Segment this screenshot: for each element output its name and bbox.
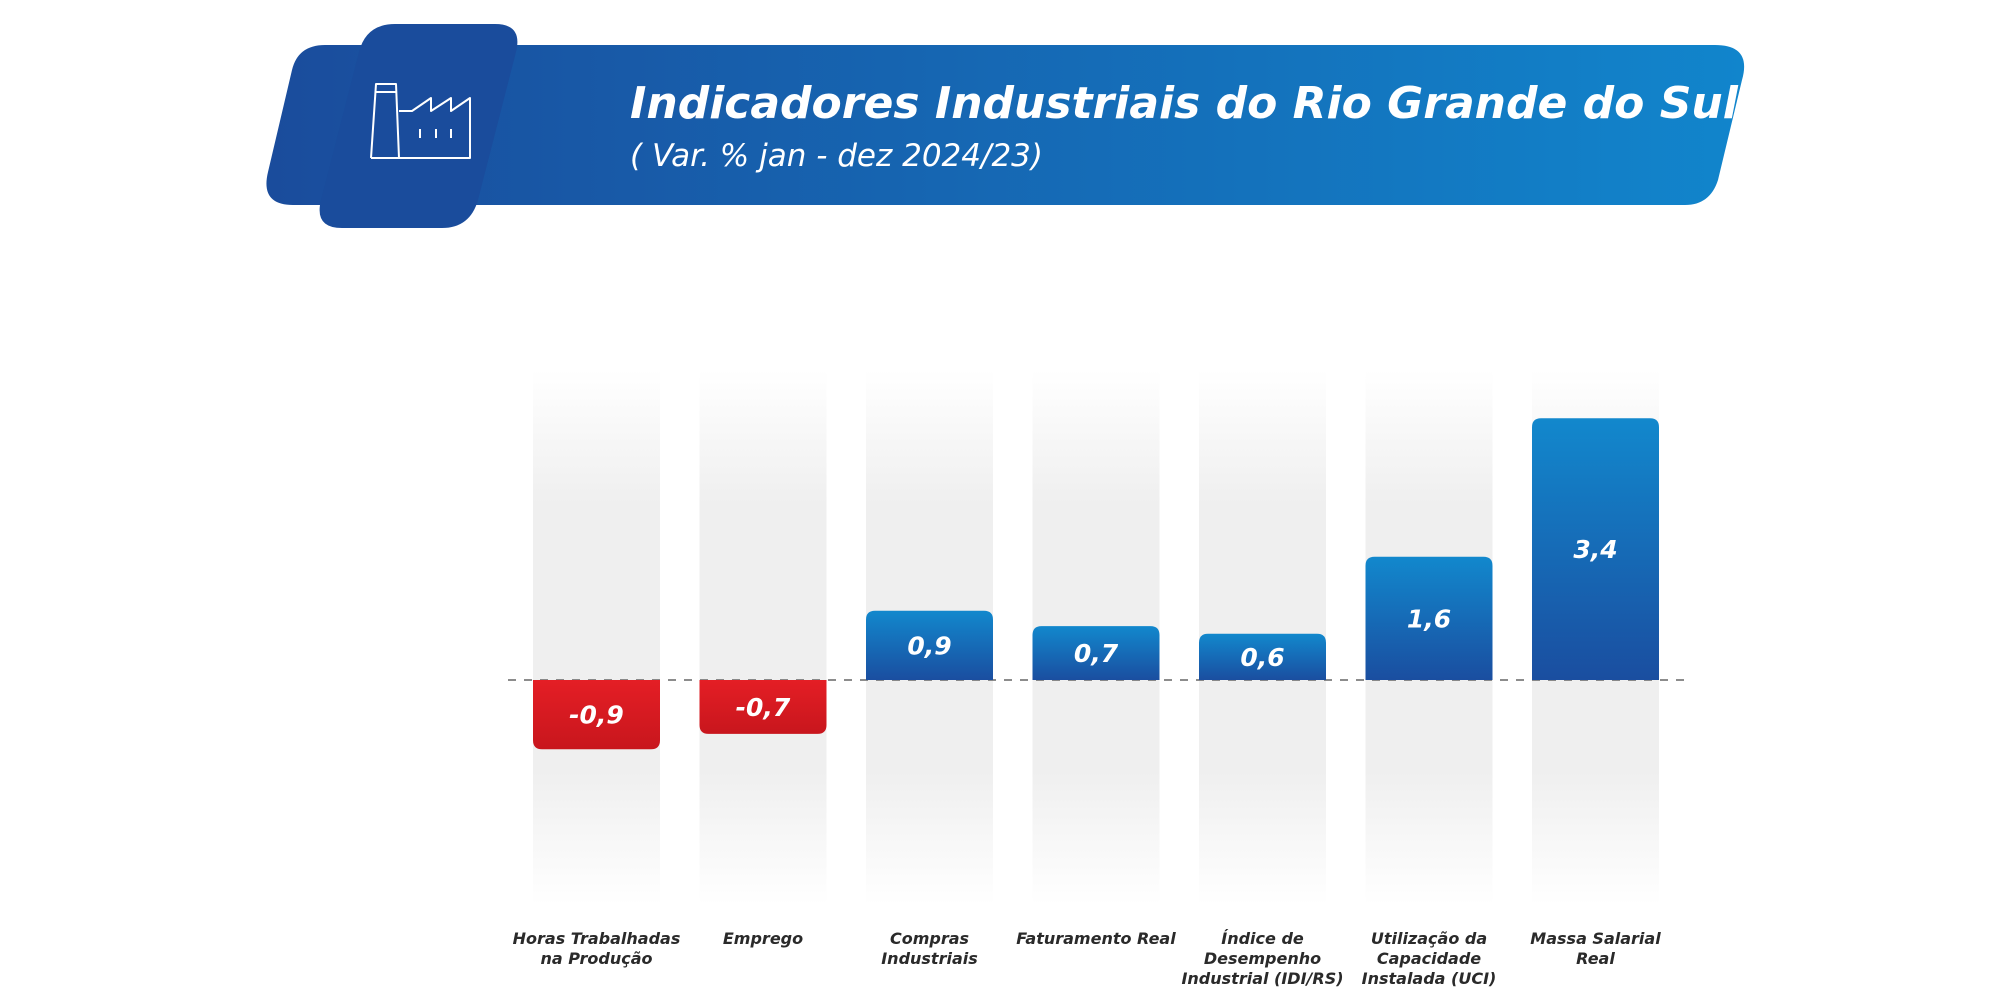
- data-label: -0,9: [569, 701, 624, 730]
- header-banner: Indicadores Industriais do Rio Grande do…: [266, 24, 1745, 228]
- category-label: Massa Salarial Real: [1530, 929, 1661, 968]
- icon-badge: [319, 24, 518, 228]
- category-label: Emprego: [723, 929, 803, 948]
- data-label: 0,6: [1240, 643, 1284, 672]
- data-label: 0,9: [907, 631, 951, 660]
- chart-title: Indicadores Industriais do Rio Grande do…: [630, 78, 1739, 129]
- value-labels: -0,9 -0,7 0,9 0,7 0,6 1,6 3,4: [569, 535, 1617, 730]
- data-label: 0,7: [1074, 639, 1119, 668]
- bar-track: [699, 370, 827, 905]
- category-label: Compras Industriais: [881, 929, 978, 968]
- data-label: 3,4: [1573, 535, 1617, 564]
- category-label: Horas Trabalhadas na Produção: [513, 929, 681, 968]
- category-label: Faturamento Real: [1016, 929, 1176, 948]
- factory-icon: [370, 83, 471, 159]
- bars: [533, 418, 1659, 750]
- category-label: Utilização da Capacidade Instalada (UCI): [1362, 929, 1497, 988]
- bar: [699, 680, 827, 734]
- category-label: Índice de Desempenho Industrial (IDI/RS): [1181, 929, 1343, 988]
- chart-subtitle: ( Var. % jan - dez 2024/23): [630, 138, 1043, 174]
- bar: [1199, 633, 1326, 680]
- bar-chart: -0,9 -0,7 0,9 0,7 0,6 1,6 3,4 Horas Trabalhada…: [508, 370, 1690, 988]
- bar: [533, 680, 660, 750]
- category-labels: Horas Trabalhadas na Produção Emprego Compr…: [513, 929, 1662, 988]
- data-label: 1,6: [1407, 604, 1451, 633]
- bar: [1365, 556, 1493, 680]
- bar-track: [533, 370, 660, 905]
- bar: [1032, 626, 1160, 680]
- bar: [866, 610, 993, 680]
- bar: [1532, 418, 1659, 680]
- banner-shape: [266, 45, 1745, 205]
- data-label: -0,7: [736, 693, 791, 722]
